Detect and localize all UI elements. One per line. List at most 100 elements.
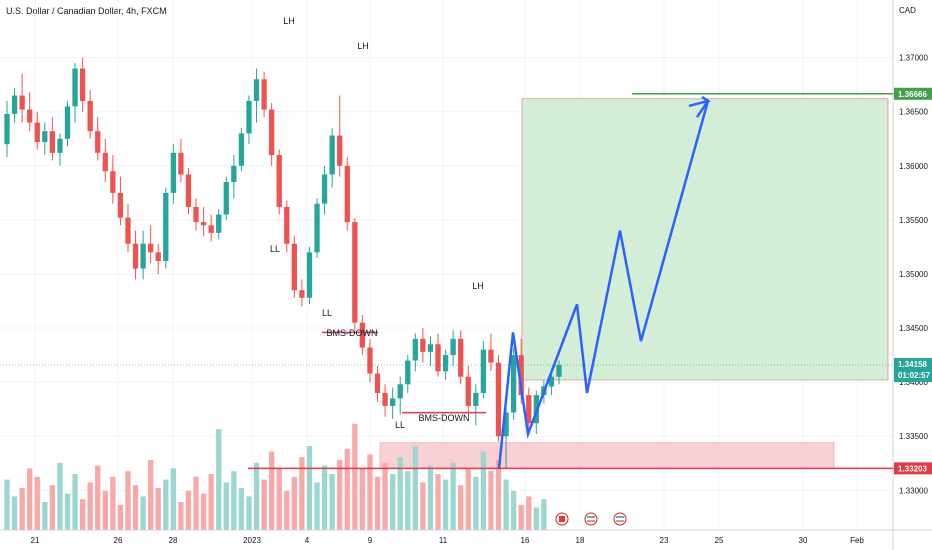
volume-bar [367, 454, 373, 530]
volume-bar [140, 496, 146, 530]
candle-body [34, 122, 40, 143]
candle-body [556, 364, 562, 377]
candle-body [148, 243, 154, 253]
annotation-label: LL [270, 244, 280, 254]
candle-body [19, 95, 25, 110]
candle-body [42, 131, 48, 143]
candle-body [291, 243, 297, 291]
candle-body [427, 344, 434, 352]
volume-bar [102, 490, 108, 530]
volume-bar [261, 479, 267, 530]
volume-bar [79, 499, 86, 530]
candle-body [495, 362, 502, 437]
us-event-marker [584, 512, 598, 526]
levels-layer [0, 93, 932, 470]
volume-bar [269, 451, 275, 530]
candle-body [548, 376, 555, 387]
us-event-marker-ring [584, 512, 598, 526]
volume-bar [95, 465, 101, 530]
target-price-tag: 1.36666 [898, 90, 927, 99]
candle-body [488, 349, 494, 363]
volume-bar [163, 479, 169, 530]
volume-bar [458, 485, 464, 530]
volume-bar [329, 474, 335, 530]
price-tick-label: 1.36500 [899, 108, 928, 117]
candle-body [110, 171, 116, 193]
volume-bar [155, 488, 161, 530]
time-tick-label: 26 [114, 536, 123, 545]
volume-bar [42, 502, 48, 530]
target-price-tag-bg [894, 87, 932, 100]
volume-bar [374, 476, 381, 530]
volume-bar [344, 448, 350, 530]
us-event-marker-2-ring [613, 512, 627, 526]
volume-bar [435, 474, 441, 530]
forecast-path [497, 100, 710, 469]
target-zone [521, 98, 889, 381]
volume-bar [442, 479, 449, 530]
candle-body [4, 113, 10, 145]
time-tick-label: Feb [850, 536, 864, 545]
volume-bar [49, 485, 56, 530]
candle-body [117, 192, 124, 218]
candle-body [465, 376, 471, 406]
annotation-label: LH [472, 281, 484, 291]
candle-body [382, 392, 388, 406]
volume-bar [238, 488, 245, 530]
price-axis[interactable]: 1.37000 1.36500 1.36000 1.35500 1.35000 1.345… [892, 0, 932, 550]
volume-bar [11, 496, 18, 530]
volume-bar [473, 476, 479, 530]
time-tick-label: 9 [368, 536, 373, 545]
candle-body [518, 355, 524, 396]
candle-body [412, 338, 418, 361]
volume-bar [518, 504, 524, 530]
candle-body [344, 165, 350, 223]
time-axis[interactable]: 21 26 28 2023 4 9 11 16 18 23 25 30 Feb [0, 529, 932, 545]
volume-bar [533, 507, 539, 530]
candle-body [185, 174, 192, 207]
price-tick-label: 1.35000 [899, 270, 928, 279]
volume-bar [27, 468, 33, 530]
candle-body [397, 384, 403, 399]
volume-bar [306, 446, 313, 530]
candle-body [27, 109, 33, 123]
candle-body [72, 68, 78, 107]
candle-body [193, 206, 199, 223]
candle-body [405, 360, 411, 385]
volume-bar [405, 471, 411, 530]
candle-body [359, 322, 366, 348]
support-price-tag: 1.33203 [898, 464, 927, 473]
candle-body [155, 252, 161, 261]
candle-body [102, 152, 108, 172]
volume-bar [397, 457, 403, 530]
volume-bar [132, 485, 139, 530]
price-tick-label: 1.33500 [899, 432, 928, 441]
volume-bar [72, 474, 78, 530]
volume-bar [87, 482, 93, 530]
forecast-layer [497, 95, 712, 469]
volume-bar [276, 468, 282, 530]
volume-bar [450, 462, 456, 530]
forecast-arrowhead [688, 95, 712, 108]
candle-body [374, 373, 381, 393]
candle-body [314, 203, 320, 253]
volume-bar [4, 479, 10, 530]
time-tick-label: 16 [521, 536, 530, 545]
candle-body [140, 243, 146, 269]
volume-bar [480, 451, 487, 530]
candle-body [64, 106, 71, 139]
volume-bar [170, 468, 177, 530]
candle-body [238, 133, 245, 166]
time-tick-label: 2023 [243, 536, 261, 545]
time-tick-label: 28 [169, 536, 178, 545]
us-event-marker-2 [613, 512, 627, 526]
candle-body [503, 412, 509, 437]
time-tick-label: 21 [31, 536, 40, 545]
price-tick-label: 1.35500 [899, 216, 928, 225]
support-price-tag-bg [894, 462, 932, 475]
candle-body [216, 214, 222, 233]
volume-bar [284, 490, 290, 530]
volume-bar [148, 460, 154, 530]
time-tick-label: 25 [715, 536, 724, 545]
